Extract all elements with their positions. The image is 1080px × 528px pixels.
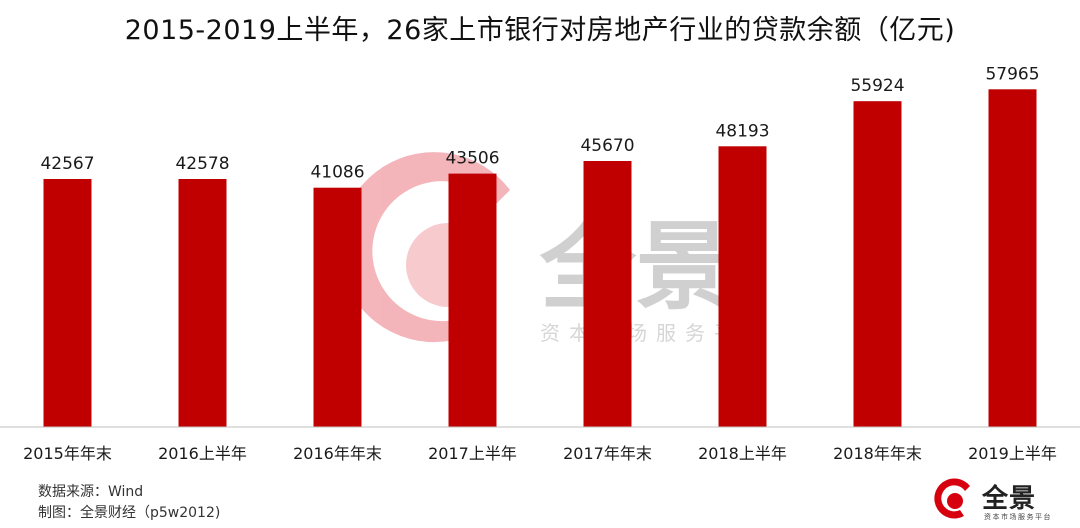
data-label-4: 43506 — [445, 149, 499, 169]
bar-4 — [448, 173, 497, 427]
x-tick-label-2: 2016上半年 — [158, 444, 247, 463]
x-tick-label-8: 2019上半年 — [968, 444, 1057, 463]
data-label-7: 55924 — [850, 76, 904, 96]
logo-brand: 全景 — [982, 484, 1037, 514]
x-tick-label-6: 2018上半年 — [698, 444, 787, 463]
x-tick-label-3: 2016年年末 — [293, 444, 382, 463]
bar-8 — [988, 89, 1037, 428]
logo: 全景 资本市场服务平台 — [930, 476, 1070, 524]
bar-6 — [718, 146, 767, 428]
x-tick-label-4: 2017上半年 — [428, 444, 517, 463]
data-label-8: 57965 — [985, 64, 1039, 84]
source-note: 数据来源：Wind — [38, 484, 144, 500]
x-tick-label-7: 2018年年末 — [833, 444, 922, 463]
x-tick-label-5: 2017年年末 — [563, 444, 652, 463]
logo-swirl-icon — [934, 478, 970, 519]
x-axis-labels: 2015年年末 2016上半年 2016年年末 2017上半年 2017年年末 2018上… — [23, 444, 1057, 463]
bar-2 — [178, 179, 227, 427]
maker-note: 制图：全景财经（p5w2012) — [38, 505, 221, 521]
bar-5 — [583, 161, 632, 427]
data-label-6: 48193 — [715, 121, 769, 141]
watermark-brand: 全景 — [539, 211, 732, 323]
bar-series: 42567 42578 41086 43506 45670 48193 55924 57965 — [40, 64, 1040, 428]
bar-7 — [853, 101, 902, 427]
data-label-3: 41086 — [310, 163, 364, 183]
logo-tagline: 资本市场服务平台 — [984, 513, 1052, 521]
data-label-1: 42567 — [40, 154, 94, 174]
chart-title: 2015-2019上半年，26家上市银行对房地产行业的贷款余额（亿元) — [124, 15, 956, 46]
bar-3 — [313, 187, 362, 427]
footer-notes: 数据来源：Wind 制图：全景财经（p5w2012) — [38, 482, 220, 524]
data-label-5: 45670 — [580, 136, 634, 156]
watermark-swirl-icon — [339, 152, 510, 343]
x-tick-label-1: 2015年年末 — [23, 444, 112, 463]
watermark: 全景 资本市场服务平台 — [339, 152, 763, 345]
data-label-2: 42578 — [175, 154, 229, 174]
bar-1 — [43, 179, 92, 427]
